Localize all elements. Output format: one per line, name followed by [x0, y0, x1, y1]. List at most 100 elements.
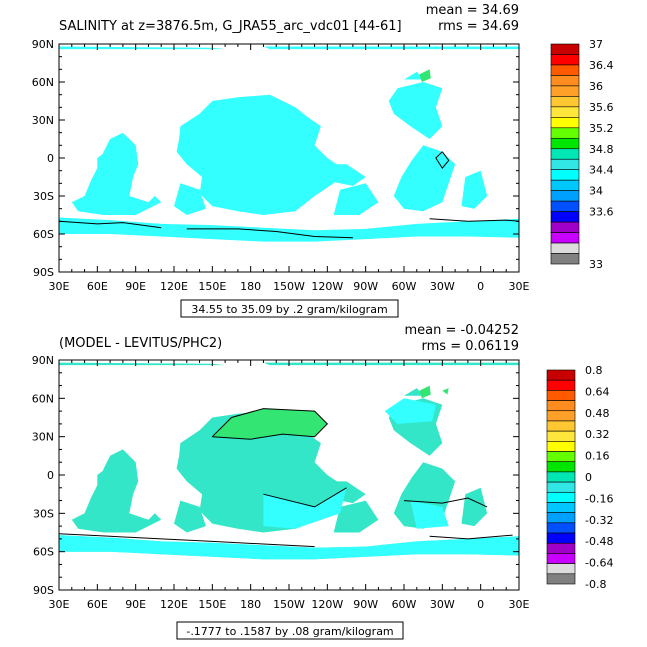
colorbar-segment — [546, 532, 576, 544]
title: SALINITY at z=3876.5m, G_JRA55_arc_vdc01… — [59, 19, 402, 34]
ocean-region — [461, 487, 488, 527]
colorbar-segment — [550, 221, 580, 233]
ocean-field — [59, 46, 519, 242]
colorbar-label: 35.2 — [589, 122, 614, 135]
colorbar-segment — [546, 481, 576, 493]
axis-ticks — [58, 43, 520, 273]
contour-line — [59, 533, 315, 548]
colorbar-label: -0.32 — [585, 514, 613, 527]
colorbar-segment — [550, 127, 580, 139]
y-tick-label: 60S — [33, 228, 54, 241]
colorbar-segment — [546, 491, 576, 503]
x-tick-label: 60E — [87, 598, 108, 611]
colorbar-label: 33 — [589, 258, 603, 271]
range-box — [176, 621, 404, 640]
x-tick-label: 90W — [353, 598, 378, 611]
map-field — [59, 46, 519, 242]
ocean-region — [59, 217, 519, 242]
title: (MODEL - LEVITUS/PHC2) — [59, 336, 222, 351]
panel-salinity: SALINITY at z=3876.5m, G_JRA55_arc_vdc01… — [32, 3, 614, 318]
ocean-region — [333, 500, 379, 533]
colorbar-segment — [550, 43, 580, 55]
y-tick-label: 90S — [33, 266, 54, 279]
ocean-region — [314, 164, 366, 186]
y-tick-label: 90S — [33, 584, 54, 597]
ocean-region — [419, 69, 431, 82]
y-tick-label: 90N — [32, 354, 54, 367]
x-tick-label: 150E — [198, 598, 226, 611]
ocean-field — [59, 362, 519, 560]
x-tick-label: 60W — [392, 598, 417, 611]
y-tick-label: 0 — [47, 469, 54, 482]
colorbar-label: 34.4 — [589, 164, 614, 177]
y-tick-label: 60S — [33, 546, 54, 559]
x-tick-label: 120E — [160, 280, 188, 293]
contour-lines — [59, 151, 519, 239]
colorbar-segment — [546, 410, 576, 422]
contour-line — [435, 151, 450, 169]
ocean-region — [404, 71, 424, 80]
ocean-region — [404, 388, 424, 396]
contour-line — [263, 487, 347, 508]
colorbar-segment — [546, 542, 576, 554]
x-tick-label: 0 — [477, 598, 484, 611]
colorbar-label: 0 — [585, 471, 592, 484]
mean-label: mean = 34.69 — [426, 3, 519, 18]
colorbar-label: -0.48 — [585, 535, 613, 548]
contour-line — [211, 408, 329, 440]
ocean-region — [71, 449, 162, 533]
colorbar-segment — [546, 512, 576, 524]
colorbar-segment — [546, 502, 576, 513]
colorbar-segment — [550, 242, 580, 254]
negative-anomaly-patch — [59, 398, 519, 560]
axis-ticks — [58, 359, 520, 591]
colorbar-label: 33.6 — [589, 206, 614, 219]
x-tick-label: 0 — [477, 280, 484, 293]
colorbar-segment — [550, 85, 580, 97]
colorbar-label: 34.8 — [589, 143, 614, 156]
x-tick-label: 150W — [273, 280, 305, 293]
x-tick-label: 90E — [125, 598, 146, 611]
colorbar: 0.8 0.64 0.48 0.32 0.16 0 -0.16 -0.32 -0.48 -0.64… — [546, 364, 613, 591]
colorbar-segment — [546, 451, 576, 463]
colorbar-segment — [550, 169, 580, 181]
colorbar-segment — [550, 158, 580, 171]
ocean-region — [384, 398, 436, 424]
colorbar-segment — [546, 573, 576, 585]
colorbar-segment — [550, 64, 580, 76]
x-tick-label: 30W — [430, 598, 455, 611]
x-tick-labels: 30E 60E 90E 120E 150E 180 150W 120W 90W 60W 30W 0 30… — [49, 598, 530, 611]
colorbar-segment — [550, 117, 580, 129]
x-tick-label: 150E — [198, 280, 226, 293]
x-tick-label: 150W — [273, 598, 305, 611]
colorbar-segment — [546, 461, 576, 473]
colorbar-segment — [546, 379, 576, 391]
ocean-region — [71, 132, 162, 215]
x-tick-label: 30E — [509, 280, 530, 293]
x-tick-label: 30E — [509, 598, 530, 611]
colorbar-segment — [546, 553, 576, 564]
x-tick-label: 60E — [87, 280, 108, 293]
positive-anomaly-patch — [212, 385, 449, 440]
range-box — [180, 299, 399, 318]
y-tick-label: 60N — [32, 392, 54, 405]
x-tick-label: 30E — [49, 598, 70, 611]
x-tick-label: 90W — [353, 280, 378, 293]
colorbar-label: 35.6 — [589, 101, 614, 114]
y-tick-labels: 90N 60N 30N 0 30S 60S 90S — [32, 38, 54, 279]
high-salinity-patch — [419, 69, 431, 82]
range-label: 34.55 to 35.09 by .2 gram/kilogram — [191, 303, 387, 316]
y-tick-label: 0 — [47, 152, 54, 165]
y-tick-label: 30N — [32, 114, 54, 127]
contour-line — [403, 497, 488, 508]
ocean-region — [176, 94, 347, 215]
colorbar-label: 34 — [589, 185, 603, 198]
ocean-region — [333, 183, 379, 215]
rms-label: rms = 0.06119 — [422, 339, 519, 354]
ocean-region — [97, 150, 116, 177]
ocean-region — [176, 411, 347, 533]
map-field — [59, 362, 519, 560]
colorbar-segment — [550, 75, 580, 87]
colorbar-label: 36 — [589, 80, 603, 93]
